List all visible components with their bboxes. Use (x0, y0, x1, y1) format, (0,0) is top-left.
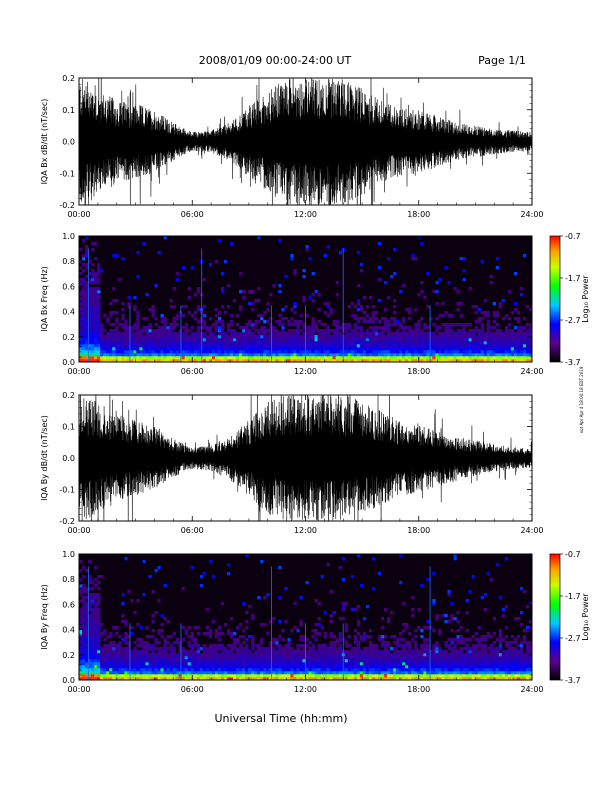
heatmap-cells (79, 236, 532, 362)
y-tick-label: 1.0 (62, 550, 75, 559)
y-tick-label: 0.0 (62, 454, 75, 463)
page-title: 2008/01/09 00:00-24:00 UT (199, 54, 352, 67)
y-tick-label: 0.2 (62, 391, 75, 400)
y-tick-label: 0.2 (62, 651, 75, 660)
y-tick-label: 0.4 (62, 626, 75, 635)
x-tick-label: 12:00 (294, 526, 317, 535)
x-tick-label: 06:00 (181, 210, 204, 219)
x-tick-label: 18:00 (407, 685, 430, 694)
colorbar-tick-label: -3.7 (565, 676, 581, 685)
colorbar-tick-label: -3.7 (565, 358, 581, 367)
page-number: Page 1/1 (478, 54, 526, 67)
x-tick-label: 24:00 (520, 367, 543, 376)
y-tick-label: -0.1 (59, 486, 75, 495)
panel-2: -0.7 -1.7 -2.7 -3.7 Log₁₀ Power 00:00 06:00 12:… (40, 232, 590, 376)
series-line (79, 395, 532, 521)
y-tick-label: 0.1 (62, 423, 75, 432)
y-axis-label: IQA Bx Freq (Hz) (40, 266, 49, 332)
x-tick-label: 18:00 (407, 210, 430, 219)
x-tick-label: 12:00 (294, 685, 317, 694)
y-tick-label: 0.1 (62, 106, 75, 115)
x-tick-label: 06:00 (181, 685, 204, 694)
x-tick-label: 00:00 (67, 367, 90, 376)
x-tick-label: 18:00 (407, 526, 430, 535)
series-line (79, 78, 532, 205)
colorbar-tick-label: -2.7 (565, 316, 581, 325)
x-tick-label: 24:00 (520, 210, 543, 219)
colorbar (549, 235, 561, 363)
y-tick-label: 0.8 (62, 257, 75, 266)
y-tick-label: -0.2 (59, 517, 75, 526)
y-tick-label: -0.2 (59, 201, 75, 210)
x-tick-label: 24:00 (520, 685, 543, 694)
y-tick-label: 0.8 (62, 575, 75, 584)
colorbar-tick-label: -0.7 (565, 550, 581, 559)
x-tick-label: 12:00 (294, 210, 317, 219)
y-tick-label: 0.6 (62, 282, 75, 291)
colorbar-tick-label: -0.7 (565, 232, 581, 241)
y-tick-label: 0.6 (62, 600, 75, 609)
x-tick-label: 00:00 (67, 210, 90, 219)
x-tick-label: 06:00 (181, 526, 204, 535)
colorbar (549, 553, 561, 681)
x-tick-label: 12:00 (294, 367, 317, 376)
x-axis-title: Universal Time (hh:mm) (215, 712, 348, 725)
side-note: not Apr Apr 4 18:00:18 EDT 2019 (579, 366, 584, 433)
y-tick-label: -0.1 (59, 169, 75, 178)
y-tick-label: 0.2 (62, 74, 75, 83)
x-tick-label: 00:00 (67, 685, 90, 694)
colorbar-tick-label: -1.7 (565, 592, 581, 601)
y-tick-label: 1.0 (62, 232, 75, 241)
panel-3: 00:00 06:00 12:00 18:00 24:00 0.2 0.1 0.0 -0.1 -0… (40, 391, 544, 535)
x-tick-label: 06:00 (181, 367, 204, 376)
y-tick-label: 0.0 (62, 676, 75, 685)
panels: 00:00 06:00 12:00 18:00 24:00 0.2 0.1 0.0 -0.1 -0… (40, 74, 590, 694)
y-axis-label: IQA By Freq (Hz) (40, 584, 49, 650)
panel-1: 00:00 06:00 12:00 18:00 24:00 0.2 0.1 0.0 -0.1 -0… (40, 74, 544, 219)
y-tick-label: 0.0 (62, 358, 75, 367)
panel-4: -0.7 -1.7 -2.7 -3.7 Log₁₀ Power 00:00 06:00 12:… (40, 550, 590, 694)
y-axis-label: IQA Bx dB/dt (nT/sec) (40, 99, 49, 185)
y-tick-label: 0.0 (62, 138, 75, 147)
y-tick-label: 0.4 (62, 308, 75, 317)
colorbar-tick-label: -1.7 (565, 274, 581, 283)
x-tick-label: 24:00 (520, 526, 543, 535)
y-axis-label: IQA By dB/dt (nT/sec) (40, 415, 49, 501)
x-tick-label: 00:00 (67, 526, 90, 535)
colorbar-tick-label: -2.7 (565, 634, 581, 643)
colorbar-label: Log₁₀ Power (581, 593, 590, 641)
x-tick-label: 18:00 (407, 367, 430, 376)
colorbar-label: Log₁₀ Power (581, 275, 590, 323)
y-tick-label: 0.2 (62, 333, 75, 342)
